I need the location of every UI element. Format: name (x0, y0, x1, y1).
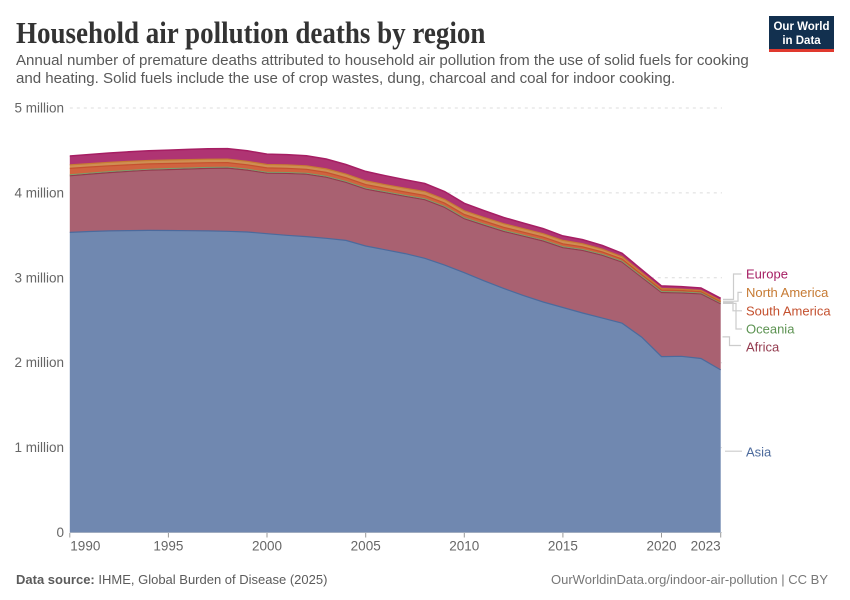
svg-text:2005: 2005 (351, 539, 381, 554)
svg-text:4 million: 4 million (14, 185, 64, 200)
svg-text:South America: South America (746, 304, 831, 319)
svg-text:Africa: Africa (746, 340, 780, 355)
svg-text:2015: 2015 (548, 539, 578, 554)
svg-text:2 million: 2 million (14, 355, 64, 370)
svg-text:2020: 2020 (646, 539, 676, 554)
svg-text:Europe: Europe (746, 267, 788, 282)
svg-text:1 million: 1 million (14, 440, 64, 455)
svg-text:3 million: 3 million (14, 270, 64, 285)
svg-text:5 million: 5 million (14, 101, 64, 116)
svg-text:0: 0 (56, 525, 64, 540)
svg-text:2010: 2010 (449, 539, 479, 554)
svg-text:North America: North America (746, 285, 829, 300)
svg-text:2023: 2023 (691, 539, 721, 554)
svg-text:Oceania: Oceania (746, 322, 795, 337)
svg-text:1990: 1990 (70, 539, 100, 554)
svg-text:2000: 2000 (252, 539, 282, 554)
svg-text:1995: 1995 (153, 539, 183, 554)
svg-text:Asia: Asia (746, 444, 772, 459)
